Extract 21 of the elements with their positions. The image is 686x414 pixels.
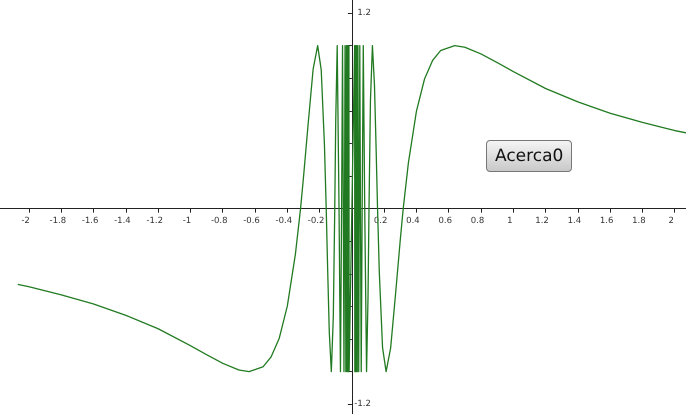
- x-tick-label: 1.8: [632, 216, 646, 226]
- button: Acerca0: [486, 140, 572, 172]
- x-tick-label: -2: [21, 216, 30, 226]
- x-tick-label: 0.4: [406, 216, 420, 226]
- x-tick-label: -1.6: [82, 216, 98, 226]
- x-tick-label: -0.2: [308, 216, 324, 226]
- line-series: [17, 44, 686, 372]
- x-tick-label: 0.6: [438, 216, 452, 226]
- x-tick-label: -0.4: [276, 216, 292, 226]
- x-tick-label: -0.8: [210, 216, 228, 226]
- x-tick-label: 1.6: [600, 216, 614, 226]
- x-tick-label: 0.8: [470, 216, 484, 226]
- x-tick-label: 2: [668, 216, 674, 226]
- x-tick-label: 1: [507, 216, 512, 226]
- x-tick-label: -1: [182, 216, 192, 226]
- x-tick-label: -1.4: [114, 216, 131, 226]
- x-tick-label: -1.2: [146, 216, 163, 226]
- x-tick-label: 1.4: [568, 216, 582, 226]
- x-tick-label: -0.6: [243, 216, 260, 226]
- x-tick-label: 1.2: [535, 216, 549, 226]
- x-tick-label: -1.8: [50, 216, 66, 226]
